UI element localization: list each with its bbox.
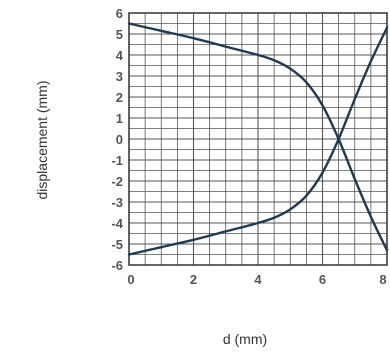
y-tick-label: 4 bbox=[116, 48, 124, 63]
series-line-2 bbox=[127, 26, 389, 256]
y-axis-title: displacement (mm) bbox=[34, 80, 50, 199]
y-tick-label: -2 bbox=[111, 174, 123, 189]
y-tick-label: 3 bbox=[116, 69, 123, 84]
x-tick-label: 8 bbox=[379, 272, 386, 287]
grid bbox=[128, 12, 388, 266]
y-tick-label: -1 bbox=[111, 153, 123, 168]
x-tick-label: 2 bbox=[190, 272, 197, 287]
y-tick-labels: 6 5 4 3 2 1 0 -1 -2 -3 -4 -5 -6 bbox=[111, 6, 123, 273]
y-tick-label: 5 bbox=[116, 27, 123, 42]
y-tick-label: -4 bbox=[111, 216, 123, 231]
x-tick-label: 0 bbox=[127, 272, 134, 287]
x-axis-title: d (mm) bbox=[223, 331, 267, 347]
y-tick-label: -3 bbox=[111, 195, 123, 210]
plot-frame bbox=[128, 12, 388, 266]
y-tick-label: -5 bbox=[111, 237, 123, 252]
y-tick-label: 2 bbox=[116, 90, 123, 105]
x-tick-label: 6 bbox=[319, 272, 326, 287]
series-layer bbox=[127, 22, 389, 256]
y-tick-label: 1 bbox=[116, 111, 123, 126]
series-line-1 bbox=[127, 22, 389, 252]
x-tick-label: 4 bbox=[254, 272, 262, 287]
y-tick-label: 0 bbox=[116, 132, 123, 147]
plot-border bbox=[128, 12, 388, 266]
y-tick-label: 6 bbox=[116, 6, 123, 21]
y-tick-label: -6 bbox=[111, 258, 123, 273]
x-tick-labels: 0 2 4 6 8 bbox=[127, 272, 386, 287]
